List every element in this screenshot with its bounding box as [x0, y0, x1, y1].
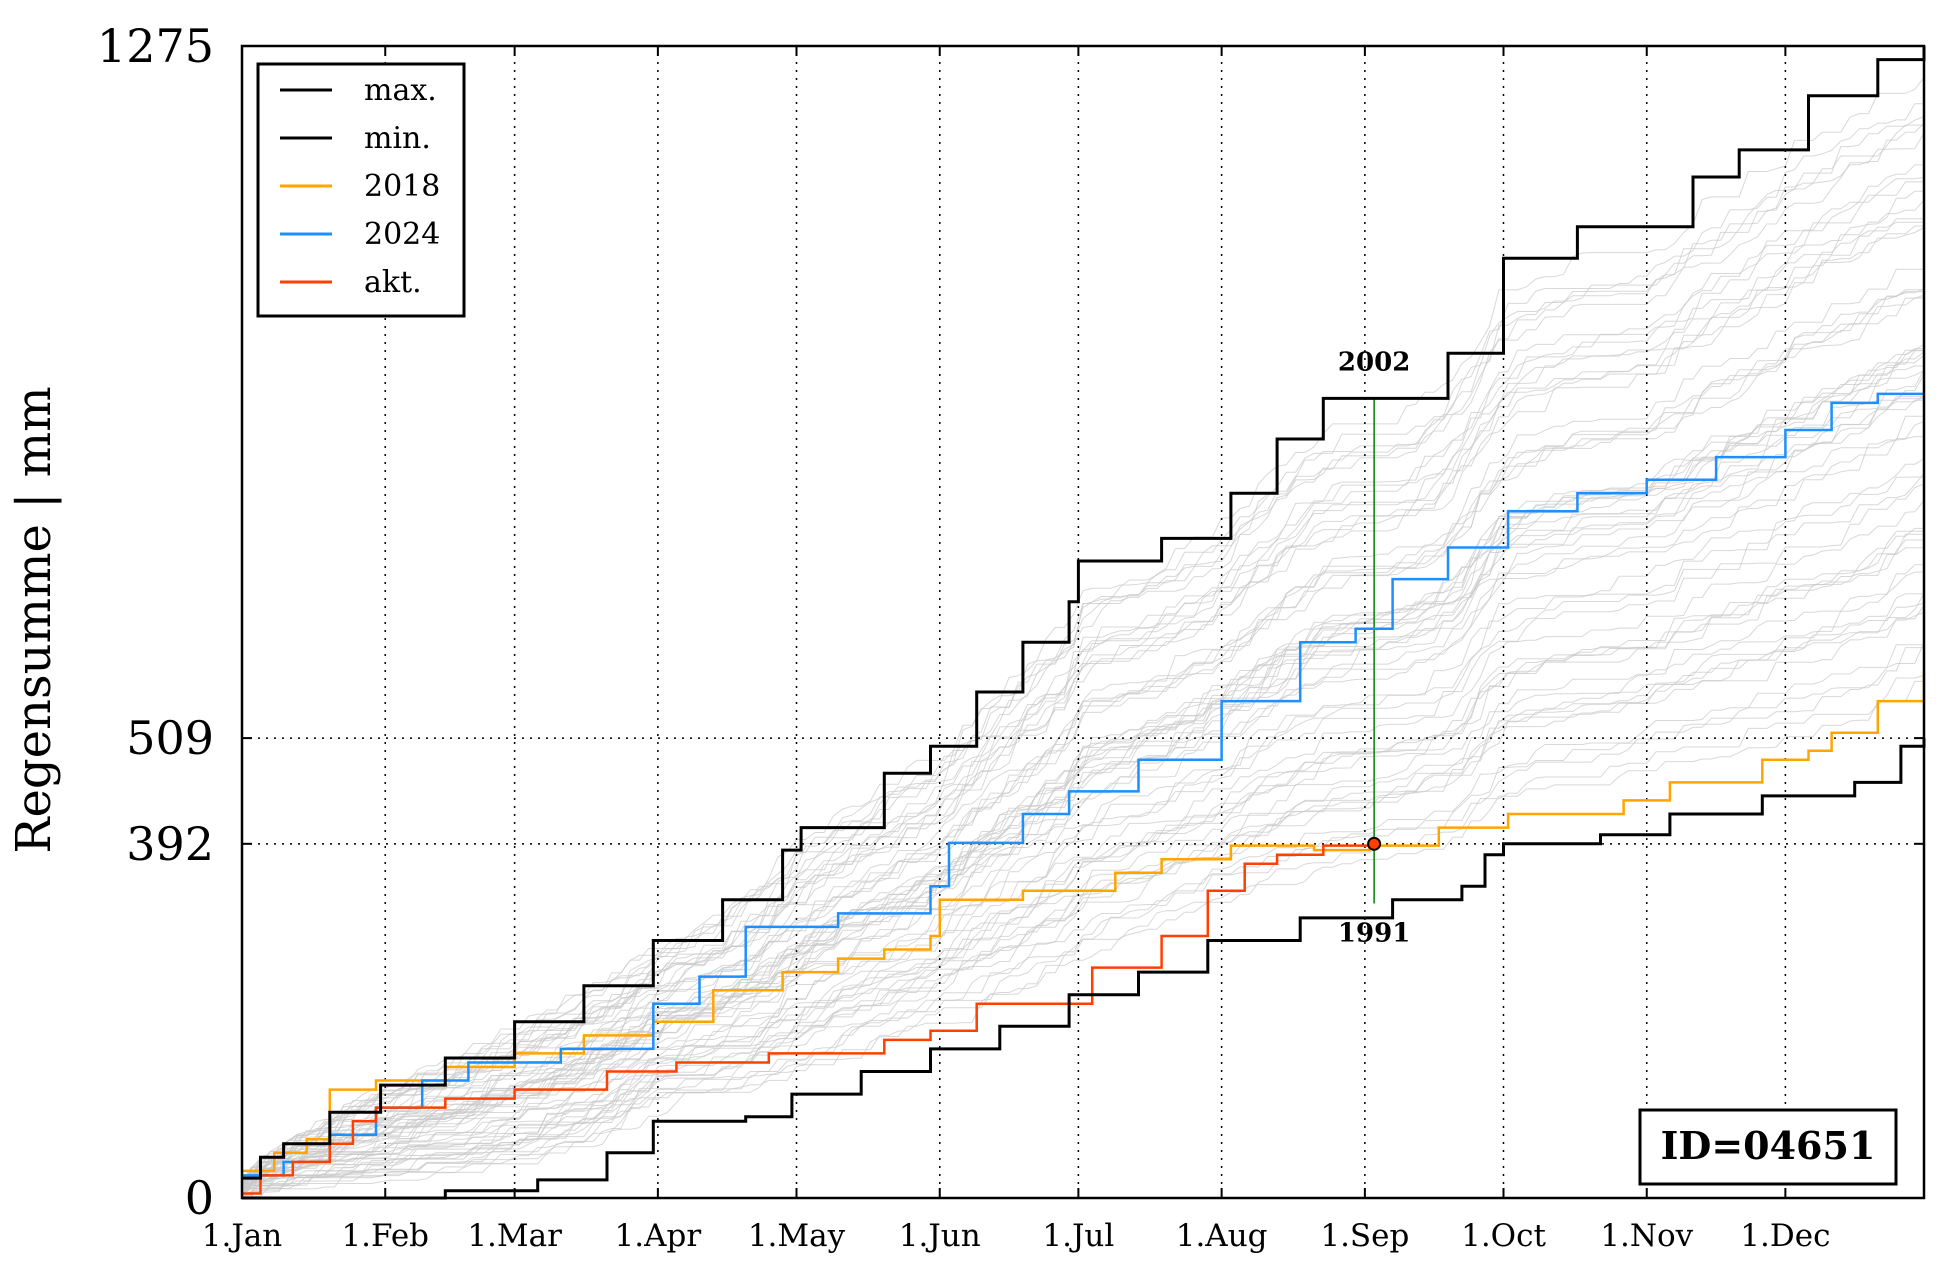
background-year-line: [241, 297, 1924, 1186]
legend-label: max.: [364, 73, 437, 108]
grid-lines: [242, 46, 1924, 1198]
y-tick-label: 509: [126, 711, 214, 765]
current-value-marker: [1367, 836, 1382, 851]
x-tick-label: 1.Jun: [899, 1218, 981, 1254]
x-axis-ticks: 1.Jan 1.Feb 1.Mar 1.Apr 1.May 1.Jun 1.Jul 1.Aug…: [202, 46, 1830, 1254]
historical-years-lines: [241, 77, 1925, 1200]
series-line-min: [242, 738, 1926, 1200]
background-year-line: [241, 77, 1925, 1192]
station-id: ID=04651: [1661, 1123, 1876, 1168]
background-year-line: [241, 564, 1924, 1199]
legend-box: [256, 62, 466, 318]
background-year-line: [241, 370, 1925, 1188]
legend-label: 2024: [364, 217, 440, 252]
background-year-line: [241, 547, 1924, 1194]
x-tick-label: 1.Jan: [202, 1218, 282, 1254]
x-tick-label: 1.Mar: [467, 1218, 562, 1254]
background-year-line: [241, 268, 1924, 1185]
background-year-line: [241, 116, 1925, 1181]
y-tick-label: 1275: [97, 19, 214, 73]
current-value-dot: [1367, 836, 1382, 851]
legend-label: min.: [364, 121, 431, 156]
background-year-line: [241, 291, 1924, 1186]
background-year-line: [241, 398, 1924, 1200]
background-year-line: [241, 436, 1924, 1190]
x-tick-label: 1.May: [748, 1218, 846, 1254]
background-year-line: [241, 530, 1924, 1193]
series-line-akt: [242, 843, 1376, 1195]
legend: max. min. 2018 2024 akt.: [256, 62, 466, 318]
background-year-line: [241, 680, 1924, 1199]
y-axis-label: Regensumme | mm: [6, 386, 62, 853]
y-axis-ticks: 0 392 509 1275: [97, 19, 1924, 1225]
background-year-line: [241, 415, 1924, 1193]
x-tick-label: 1.Feb: [341, 1218, 429, 1254]
station-id-box: ID=04651: [1638, 1108, 1898, 1186]
x-tick-label: 1.Nov: [1600, 1218, 1693, 1254]
x-tick-label: 1.Apr: [615, 1218, 702, 1254]
plot-border: [240, 44, 1926, 1200]
x-tick-label: 1.Oct: [1461, 1218, 1546, 1254]
background-year-line: [241, 396, 1924, 1200]
x-tick-label: 1.Sep: [1320, 1218, 1409, 1254]
background-year-line: [241, 593, 1925, 1198]
x-tick-label: 1.Aug: [1176, 1218, 1268, 1254]
legend-label: 2018: [364, 169, 440, 204]
background-year-line: [241, 176, 1925, 1183]
series-line-max: [242, 46, 1926, 1180]
plot-frame: [240, 44, 1926, 1200]
background-year-line: [241, 132, 1925, 1186]
min-year-annotation: 1991: [1338, 918, 1410, 948]
background-year-line: [241, 605, 1925, 1200]
y-tick-label: 392: [126, 817, 214, 871]
background-year-line: [241, 500, 1925, 1199]
series-line-2024: [242, 392, 1924, 1177]
background-year-line: [241, 294, 1925, 1186]
series-lines: [242, 46, 1926, 1200]
max-year-annotation: 2002: [1338, 347, 1410, 377]
background-year-line: [241, 369, 1925, 1188]
legend-label: akt.: [364, 265, 422, 300]
x-tick-label: 1.Dec: [1740, 1218, 1830, 1254]
background-year-line: [241, 421, 1925, 1190]
background-year-line: [241, 164, 1924, 1182]
x-tick-label: 1.Jul: [1042, 1218, 1114, 1254]
y-tick-label: 0: [185, 1171, 214, 1225]
background-year-line: [241, 458, 1925, 1199]
